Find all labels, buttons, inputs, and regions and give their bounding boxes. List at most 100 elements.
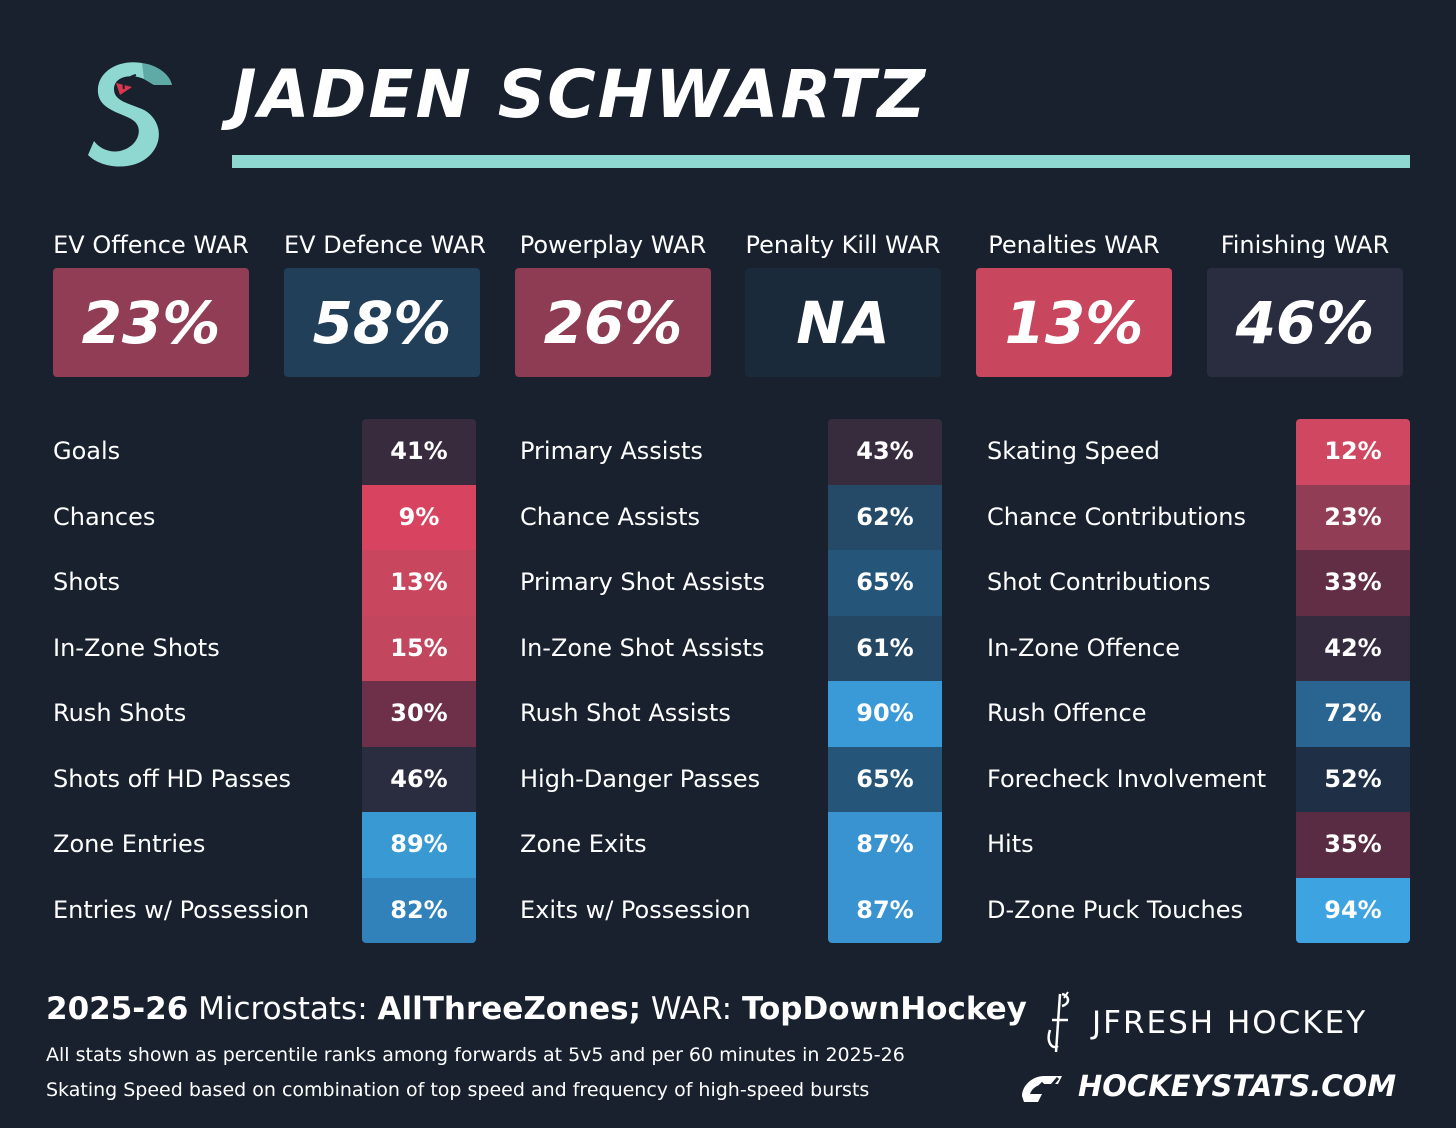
stat-row: Zone Exits 87% <box>520 812 943 878</box>
war-value: 13% <box>976 268 1172 377</box>
stat-label: Zone Entries <box>53 830 206 858</box>
team-logo <box>88 62 172 167</box>
jfresh-logo-icon <box>1047 991 1070 1053</box>
stat-percentile: 90% <box>828 681 942 747</box>
stat-label: High-Danger Passes <box>520 764 761 793</box>
stat-row: Forecheck Involvement 52% <box>987 746 1411 812</box>
stat-label: Rush Offence <box>987 699 1147 727</box>
hockeystats-logo-icon <box>1022 1076 1062 1102</box>
stat-row: Skating Speed 12% <box>987 419 1411 485</box>
stat-row: In-Zone Shots 15% <box>53 615 477 681</box>
stat-label: Chances <box>53 502 156 531</box>
stat-row: Zone Entries 89% <box>53 812 477 878</box>
stat-row: Shot Contributions 33% <box>987 550 1411 616</box>
war-source: TopDownHockey <box>741 991 1027 1027</box>
stat-percentile: 41% <box>362 419 476 485</box>
war-card-powerplay: Powerplay WAR 26% <box>515 226 711 377</box>
stat-row: In-Zone Offence 42% <box>987 615 1411 681</box>
war-source-label: WAR: <box>650 991 733 1027</box>
stat-label: Chance Assists <box>520 502 700 531</box>
stat-row: Goals 41% <box>53 419 477 485</box>
war-value: 58% <box>284 268 480 377</box>
stat-percentile: 72% <box>1296 681 1410 747</box>
microstats-label: Microstats: <box>198 991 368 1027</box>
stat-label: Zone Exits <box>520 830 647 858</box>
footer-note-skating: Skating Speed based on combination of to… <box>46 1079 870 1101</box>
stat-percentile: 87% <box>828 877 942 943</box>
stat-percentile: 62% <box>828 484 942 550</box>
war-card-penalty-kill: Penalty Kill WAR NA <box>745 226 941 377</box>
stat-percentile: 43% <box>828 419 942 485</box>
war-label: Penalties WAR <box>988 231 1160 259</box>
stat-label: Shots <box>53 568 121 596</box>
stat-label: Shots off HD Passes <box>53 764 292 793</box>
stat-percentile: 89% <box>362 812 476 878</box>
stat-percentile: 61% <box>828 615 942 681</box>
war-value: 26% <box>515 268 711 377</box>
war-label: Finishing WAR <box>1220 231 1390 259</box>
stat-row: High-Danger Passes 65% <box>520 746 943 812</box>
stat-percentile: 94% <box>1296 877 1410 943</box>
stat-label: Primary Shot Assists <box>520 568 766 596</box>
stat-label: In-Zone Shots <box>53 633 220 662</box>
war-card-finishing: Finishing WAR 46% <box>1207 226 1403 377</box>
stat-label: Primary Assists <box>520 437 703 465</box>
stat-percentile: 33% <box>1296 550 1410 616</box>
stat-percentile: 46% <box>362 746 476 812</box>
stat-percentile: 65% <box>828 550 942 616</box>
stat-percentile: 82% <box>362 877 476 943</box>
jfresh-branding: JFRESH HOCKEY <box>1040 990 1367 1056</box>
stat-row: Primary Assists 43% <box>520 419 943 485</box>
stat-row: Hits 35% <box>987 812 1411 878</box>
stat-label: Chance Contributions <box>987 502 1246 531</box>
stat-label: D-Zone Puck Touches <box>987 895 1244 924</box>
footer-sources: 2025-26 Microstats: AllThreeZones; WAR: … <box>46 988 1027 1030</box>
war-card-ev-offence: EV Offence WAR 23% <box>53 226 249 377</box>
footer-note-percentiles: All stats shown as percentile ranks amon… <box>46 1044 905 1066</box>
stat-percentile: 30% <box>362 681 476 747</box>
stat-row: Exits w/ Possession 87% <box>520 877 943 943</box>
stat-percentile: 35% <box>1296 812 1410 878</box>
stat-row: D-Zone Puck Touches 94% <box>987 877 1411 943</box>
war-card-ev-defence: EV Defence WAR 58% <box>284 226 486 377</box>
war-label: EV Offence WAR <box>53 231 249 259</box>
stat-percentile: 87% <box>828 812 942 878</box>
stat-row: Primary Shot Assists 65% <box>520 550 943 616</box>
war-value: 46% <box>1207 268 1403 377</box>
war-card-penalties: Penalties WAR 13% <box>976 226 1172 377</box>
stat-label: Skating Speed <box>987 437 1160 465</box>
stat-label: In-Zone Offence <box>987 633 1181 662</box>
stat-label: Hits <box>987 830 1034 858</box>
war-label: Powerplay WAR <box>519 231 707 259</box>
stat-label: Rush Shot Assists <box>520 699 731 727</box>
stat-percentile: 12% <box>1296 419 1410 485</box>
player-name: JADEN SCHWARTZ <box>232 56 928 133</box>
stat-percentile: 52% <box>1296 746 1410 812</box>
stat-percentile: 23% <box>1296 484 1410 550</box>
microstats-source: AllThreeZones; <box>377 991 642 1027</box>
title-underline <box>232 155 1410 168</box>
stat-label: Rush Shots <box>53 699 187 727</box>
stat-percentile: 15% <box>362 615 476 681</box>
stat-label: Shot Contributions <box>987 568 1211 596</box>
stat-label: Exits w/ Possession <box>520 895 751 924</box>
stat-row: Shots off HD Passes 46% <box>53 746 477 812</box>
stat-percentile: 42% <box>1296 615 1410 681</box>
stat-column-shooting: Goals 41% Chances 9% Shots 13% In-Zone Shots 15… <box>53 419 477 943</box>
stat-label: In-Zone Shot Assists <box>520 633 765 662</box>
stat-row: Rush Offence 72% <box>987 681 1411 747</box>
stat-percentile: 9% <box>362 484 476 550</box>
war-label: Penalty Kill WAR <box>745 231 941 259</box>
stat-row: Entries w/ Possession 82% <box>53 877 477 943</box>
war-value: NA <box>745 268 941 377</box>
stat-label: Forecheck Involvement <box>987 764 1267 793</box>
stat-column-passing: Primary Assists 43% Chance Assists 62% Prima… <box>520 419 943 943</box>
stat-row: Chance Assists 62% <box>520 484 943 550</box>
stat-row: Chance Contributions 23% <box>987 484 1411 550</box>
hockeystats-branding: HOCKEYSTATS.COM <box>1018 1062 1396 1110</box>
stat-row: Rush Shots 30% <box>53 681 477 747</box>
stat-label: Entries w/ Possession <box>53 895 310 924</box>
war-value: 23% <box>53 268 249 377</box>
war-label: EV Defence WAR <box>284 231 486 259</box>
stat-row: In-Zone Shot Assists 61% <box>520 615 943 681</box>
